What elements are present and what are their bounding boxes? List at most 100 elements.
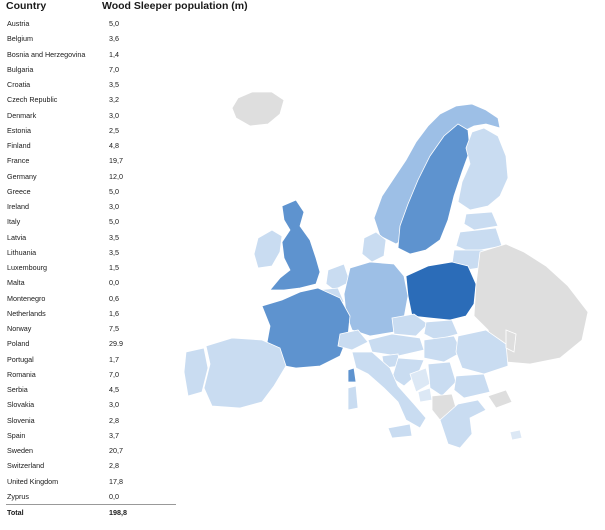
row-value: 3,0 [109, 202, 119, 211]
total-label: Total [7, 508, 24, 517]
row-country: Romania [7, 369, 36, 379]
row-country: Belgium [7, 34, 33, 44]
row-value: 2,8 [109, 461, 119, 471]
table-row: Poland 29.9 [6, 336, 176, 351]
row-value: 7,0 [109, 64, 119, 74]
row-value: 4,8 [109, 141, 119, 150]
table-row: Norway 7,5 [6, 321, 176, 336]
header-value: Wood Sleeper population (m) [102, 0, 248, 12]
row-value: 19,7 [109, 156, 123, 166]
row-country: Malta [7, 278, 25, 288]
total-value: 198,8 [109, 508, 127, 517]
table-row: Spain 3,7 [6, 428, 176, 443]
country-moldova [505, 329, 517, 353]
row-country: Greece [7, 186, 31, 196]
row-country: Ireland [7, 202, 29, 211]
table-row: Zyprus 0,0 [6, 489, 176, 504]
row-value: 3,5 [109, 247, 119, 257]
europe-choropleth-map [183, 91, 589, 449]
island-sardinia [347, 385, 359, 411]
row-value: 17,8 [109, 476, 123, 486]
row-value: 2,8 [109, 415, 119, 425]
country-united-kingdom [269, 199, 321, 291]
country-serbia [427, 361, 457, 397]
total-row: Total 198,8 [6, 504, 176, 520]
table-row: Slovenia 2,8 [6, 413, 176, 428]
row-country: Germany [7, 171, 37, 181]
country-greece [439, 399, 487, 449]
country-denmark [361, 231, 387, 263]
table-row: Czech Republic 3,2 [6, 92, 176, 107]
country-italy [351, 351, 427, 429]
table-row: Luxembourg 1,5 [6, 260, 176, 275]
row-value: 1,4 [109, 49, 119, 59]
row-country: Italy [7, 217, 21, 227]
table-row: United Kingdom 17,8 [6, 474, 176, 489]
row-country: Estonia [7, 125, 31, 135]
row-value: 1,7 [109, 354, 119, 364]
country-spain [203, 337, 287, 409]
row-country: Czech Republic [7, 95, 58, 105]
country-finland [457, 127, 509, 211]
table-row: Bulgaria 7,0 [6, 62, 176, 77]
row-value: 7,0 [109, 369, 119, 379]
row-value: 4,5 [109, 385, 119, 394]
row-country: Sweden [7, 446, 33, 455]
table-row: Germany 12,0 [6, 169, 176, 184]
table-row: Malta 0,0 [6, 275, 176, 290]
row-country: Lithuania [7, 247, 37, 257]
row-value: 3,5 [109, 80, 119, 89]
table-row: Slovakia 3,0 [6, 397, 176, 412]
table-row: Austria 5,0 [6, 16, 176, 31]
row-value: 0,0 [109, 491, 119, 501]
island-sicily [387, 423, 413, 439]
table-row: Montenegro 0,6 [6, 291, 176, 306]
row-value: 5,0 [109, 217, 119, 227]
row-value: 0,0 [109, 278, 119, 288]
row-value: 29.9 [109, 339, 123, 349]
country-bulgaria [453, 373, 491, 399]
row-country: United Kingdom [7, 476, 59, 486]
country-poland [405, 261, 477, 321]
row-country: Serbia [7, 385, 28, 394]
row-country: France [7, 156, 30, 166]
table-row: Romania 7,0 [6, 367, 176, 382]
header-country: Country [6, 0, 47, 12]
country-hungary [423, 335, 463, 363]
row-country: Denmark [7, 110, 37, 120]
table-row: Serbia 4,5 [6, 382, 176, 397]
island-corsica [347, 367, 357, 383]
table-row: Belgium 3,6 [6, 31, 176, 46]
row-country: Portugal [7, 354, 34, 364]
row-country: Slovenia [7, 415, 35, 425]
row-country: Slovakia [7, 400, 35, 410]
row-value: 1,5 [109, 263, 119, 272]
row-country: Netherlands [7, 308, 46, 318]
row-value: 3,0 [109, 400, 119, 410]
table-row: Sweden 20,7 [6, 443, 176, 458]
country-estonia [463, 211, 499, 231]
table-row: Italy 5,0 [6, 214, 176, 229]
row-value: 7,5 [109, 324, 119, 333]
row-value: 1,6 [109, 308, 119, 318]
row-value: 3,5 [109, 232, 119, 242]
country-latvia [455, 227, 503, 253]
row-value: 0,6 [109, 293, 119, 303]
row-country: Norway [7, 324, 32, 333]
row-value: 3,7 [109, 430, 119, 440]
country-cyprus [509, 429, 523, 441]
country-portugal [183, 347, 209, 397]
country-iceland [231, 91, 285, 127]
row-country: Bulgaria [7, 64, 34, 74]
row-country: Zyprus [7, 491, 29, 501]
table-row: Finland 4,8 [6, 138, 176, 153]
row-country: Bosnia and Herzegovina [7, 49, 86, 59]
table-row: Estonia 2,5 [6, 123, 176, 138]
country-france [261, 287, 351, 369]
row-value: 5,0 [109, 186, 119, 196]
region-no-data-east [473, 243, 589, 365]
table-row: Portugal 1,7 [6, 352, 176, 367]
row-value: 2,5 [109, 125, 119, 135]
row-country: Croatia [7, 80, 31, 89]
row-value: 3,0 [109, 110, 119, 120]
